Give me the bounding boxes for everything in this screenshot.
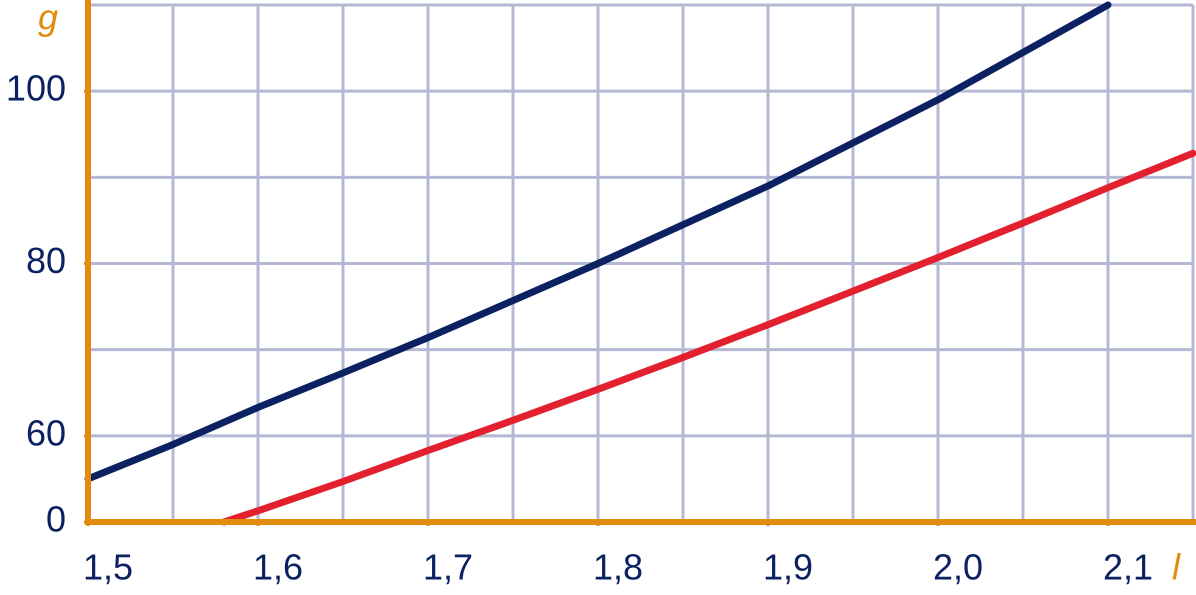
- series-line: [220, 149, 1196, 526]
- x-tick-label: 1,9: [763, 547, 813, 588]
- x-tick-label: 1,8: [593, 547, 643, 588]
- axes: 0 60 80 100 1,5 1,6 1,7 1,8 1,9 2,0 2,1: [6, 0, 1196, 588]
- series-line: [84, 1, 1112, 483]
- y-tick-label: 80: [26, 240, 66, 281]
- y-tick-label: 100: [6, 68, 66, 109]
- x-tick-label: 1,7: [423, 547, 473, 588]
- x-tick-label: 1,6: [253, 547, 303, 588]
- y-tick-label: 60: [26, 412, 66, 453]
- y-tick-label: 0: [46, 499, 66, 540]
- x-axis-label: l: [1172, 547, 1181, 588]
- y-axis-label: g: [38, 0, 58, 38]
- lines: [84, 1, 1196, 526]
- x-tick-label: 2,0: [933, 547, 983, 588]
- x-tick-label: 2,1: [1103, 547, 1153, 588]
- x-tick-label: 1,5: [83, 547, 133, 588]
- grid: [88, 3, 1195, 522]
